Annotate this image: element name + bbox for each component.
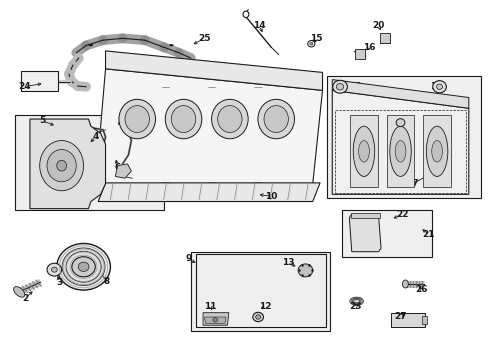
Text: 6: 6 — [114, 163, 121, 172]
Polygon shape — [423, 116, 450, 187]
Text: 1: 1 — [83, 278, 89, 287]
Polygon shape — [30, 119, 105, 209]
Ellipse shape — [336, 84, 343, 90]
Bar — [422, 316, 427, 324]
Polygon shape — [386, 116, 413, 187]
Ellipse shape — [255, 315, 260, 319]
Polygon shape — [331, 90, 468, 194]
Ellipse shape — [62, 248, 105, 285]
Polygon shape — [348, 214, 380, 252]
Ellipse shape — [431, 140, 442, 162]
Polygon shape — [203, 313, 228, 325]
Ellipse shape — [264, 105, 288, 132]
Bar — [354, 49, 365, 59]
Text: 20: 20 — [372, 21, 384, 30]
Ellipse shape — [78, 262, 89, 271]
Ellipse shape — [72, 257, 95, 277]
Ellipse shape — [257, 99, 294, 139]
Polygon shape — [105, 51, 322, 90]
Ellipse shape — [40, 140, 83, 191]
Text: 27: 27 — [393, 312, 406, 321]
Polygon shape — [96, 69, 322, 184]
Ellipse shape — [51, 267, 57, 272]
Ellipse shape — [57, 160, 66, 171]
Polygon shape — [115, 164, 131, 178]
Ellipse shape — [47, 263, 61, 276]
Bar — [21, 71, 58, 91]
Text: 21: 21 — [422, 230, 434, 239]
Text: 7: 7 — [122, 114, 128, 123]
Ellipse shape — [332, 80, 346, 93]
Polygon shape — [195, 253, 326, 327]
Text: 18: 18 — [349, 82, 361, 91]
Text: 2: 2 — [22, 294, 28, 303]
Polygon shape — [349, 116, 377, 187]
Ellipse shape — [436, 84, 442, 89]
Ellipse shape — [395, 119, 404, 127]
Ellipse shape — [171, 105, 195, 132]
Text: 8: 8 — [103, 276, 110, 285]
Text: 11: 11 — [203, 302, 216, 311]
Text: 25: 25 — [198, 34, 210, 43]
Text: 17: 17 — [406, 179, 418, 188]
Text: 23: 23 — [349, 302, 361, 311]
Ellipse shape — [307, 41, 314, 47]
Bar — [350, 213, 379, 218]
Ellipse shape — [426, 126, 447, 176]
Bar — [15, 116, 163, 211]
Ellipse shape — [394, 140, 405, 162]
Ellipse shape — [125, 105, 149, 132]
Ellipse shape — [47, 149, 76, 182]
Ellipse shape — [252, 312, 263, 321]
Text: 9: 9 — [185, 255, 191, 264]
Bar — [327, 76, 480, 198]
Ellipse shape — [309, 42, 312, 45]
Ellipse shape — [353, 300, 359, 303]
Text: 12: 12 — [259, 302, 271, 311]
Text: 24: 24 — [18, 82, 30, 91]
Polygon shape — [98, 183, 320, 202]
Ellipse shape — [217, 105, 242, 132]
Text: 5: 5 — [39, 116, 45, 125]
Text: 22: 22 — [396, 210, 408, 219]
Bar — [190, 252, 329, 330]
Ellipse shape — [243, 11, 248, 18]
Ellipse shape — [119, 99, 155, 139]
Text: 16: 16 — [362, 43, 374, 52]
Ellipse shape — [66, 251, 101, 282]
Text: 26: 26 — [414, 285, 427, 294]
Ellipse shape — [298, 264, 312, 277]
Text: 19: 19 — [429, 82, 442, 91]
Ellipse shape — [352, 126, 374, 176]
Polygon shape — [331, 80, 468, 108]
Bar — [341, 211, 431, 257]
Bar — [199, 288, 282, 327]
Ellipse shape — [432, 81, 446, 93]
Ellipse shape — [57, 243, 110, 290]
Ellipse shape — [211, 99, 247, 139]
Ellipse shape — [212, 318, 217, 322]
Ellipse shape — [402, 280, 407, 288]
Text: 14: 14 — [252, 21, 265, 30]
Ellipse shape — [165, 99, 202, 139]
Ellipse shape — [358, 140, 368, 162]
Bar — [379, 33, 389, 43]
Bar — [334, 110, 466, 193]
Ellipse shape — [389, 126, 410, 176]
Text: 4: 4 — [92, 132, 99, 141]
Polygon shape — [204, 317, 225, 323]
Ellipse shape — [14, 287, 25, 297]
Bar — [390, 314, 424, 327]
Text: 13: 13 — [282, 258, 294, 267]
Text: 3: 3 — [56, 278, 62, 287]
Text: 15: 15 — [310, 34, 322, 43]
Text: 10: 10 — [264, 192, 277, 201]
